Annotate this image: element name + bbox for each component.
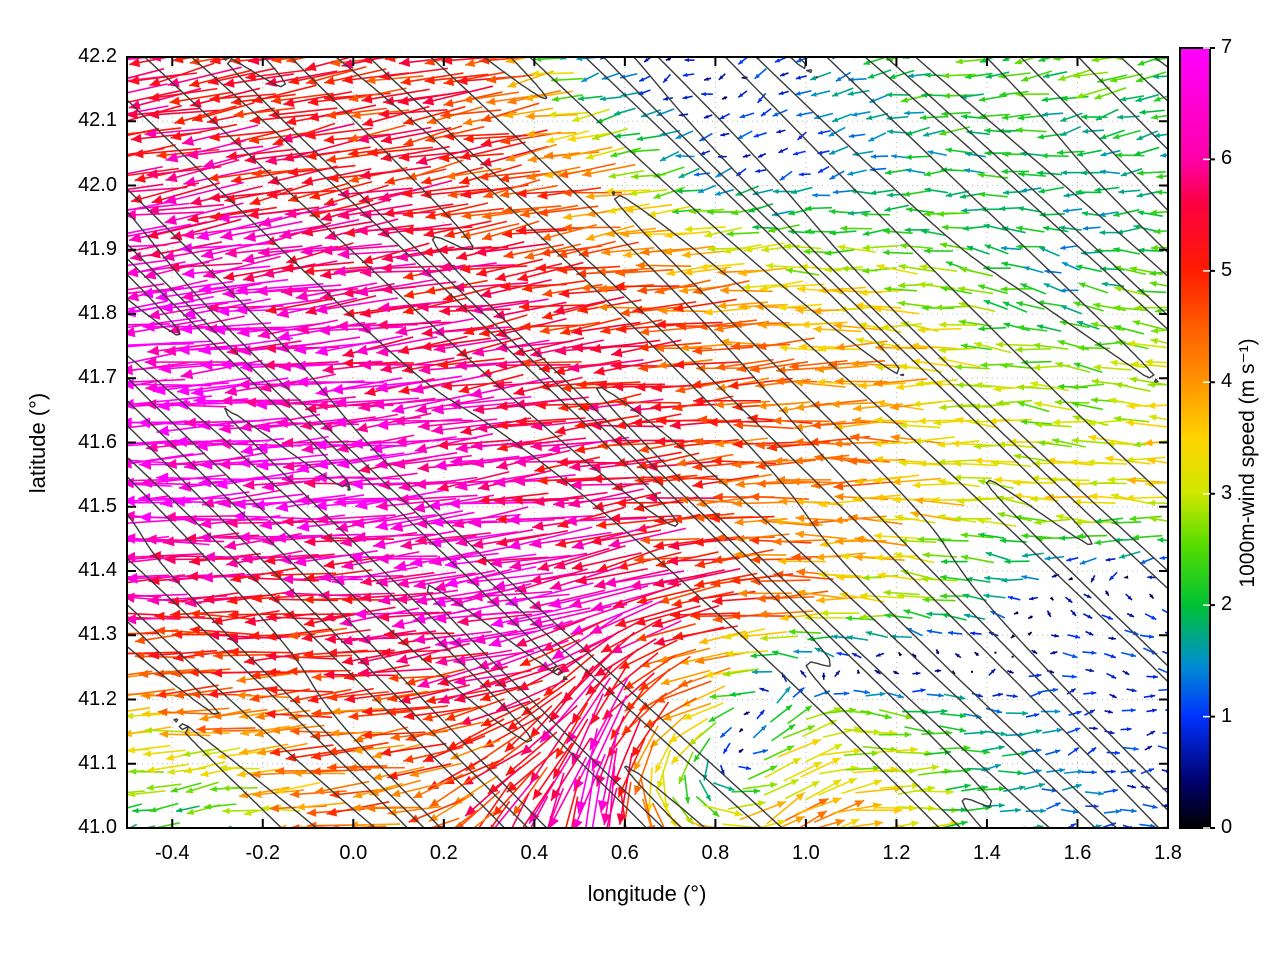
y-axis-label: latitude (°)	[25, 392, 50, 494]
x-axis-label: longitude (°)	[587, 881, 707, 906]
colorbar-label: 1000m-wind speed (m s⁻¹)	[1236, 338, 1259, 588]
